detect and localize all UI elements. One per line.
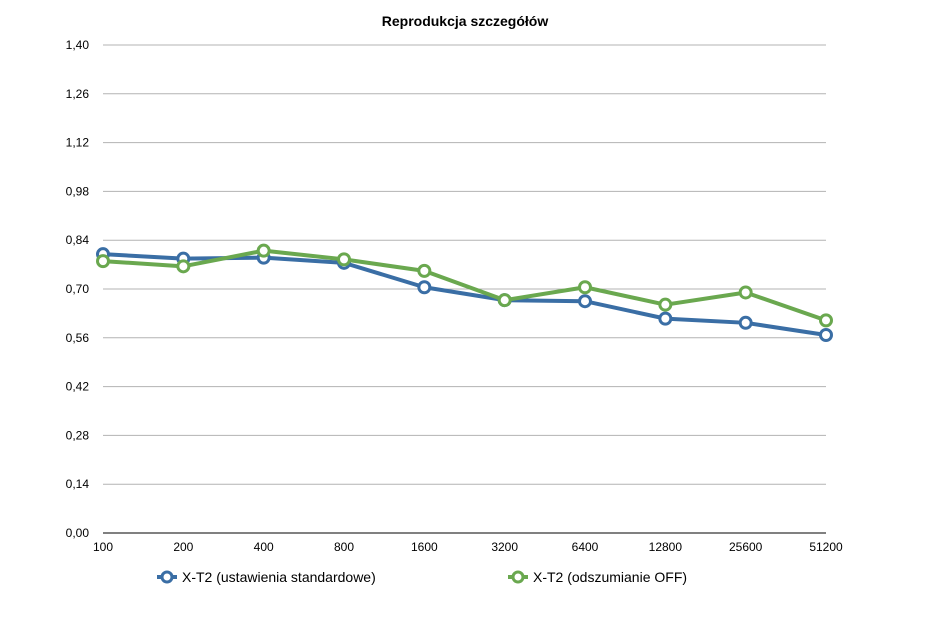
- data-point: [176, 259, 191, 274]
- legend-item: X-T2 (ustawienia standardowe): [157, 569, 376, 585]
- data-point: [497, 293, 512, 308]
- x-tick-label: 51200: [809, 540, 843, 554]
- x-tick-label: 3200: [491, 540, 518, 554]
- x-tick-label: 200: [173, 540, 193, 554]
- data-point: [256, 243, 271, 258]
- data-point: [417, 263, 432, 278]
- y-tick-label: 0,28: [66, 428, 90, 442]
- data-point: [658, 297, 673, 312]
- series-layer: [96, 243, 833, 343]
- legend-swatch-marker: [511, 570, 525, 584]
- y-tick-label: 0,14: [66, 477, 90, 491]
- legend-item: X-T2 (odszumianie OFF): [508, 569, 687, 585]
- data-point: [578, 280, 592, 295]
- data-point: [819, 328, 833, 343]
- series-2: [96, 243, 833, 328]
- grid-layer: [103, 44, 826, 534]
- y-tick-label: 0,98: [66, 184, 90, 198]
- y-axis-ticks: 0,00 0,14 0,28 0,42 0,56 0,70 0,84 0,98 1,12 1,26…: [66, 38, 90, 540]
- y-tick-label: 1,12: [66, 136, 90, 150]
- x-tick-label: 800: [334, 540, 354, 554]
- data-point: [578, 294, 592, 309]
- legend: X-T2 (ustawienia standardowe) X-T2 (odszu…: [157, 569, 687, 585]
- data-point: [417, 280, 432, 295]
- series-line: [102, 252, 827, 337]
- x-tick-label: 1600: [411, 540, 438, 554]
- x-tick-label: 12800: [649, 540, 683, 554]
- y-tick-label: 1,40: [66, 38, 90, 52]
- x-tick-label: 6400: [572, 540, 599, 554]
- y-tick-label: 0,56: [66, 331, 90, 345]
- x-tick-label: 100: [93, 540, 113, 554]
- data-point: [738, 315, 753, 330]
- y-tick-label: 0,00: [66, 526, 90, 540]
- data-point: [658, 311, 673, 326]
- legend-label: X-T2 (odszumianie OFF): [533, 569, 687, 585]
- legend-label: X-T2 (ustawienia standardowe): [182, 569, 376, 585]
- chart-title: Reprodukcja szczegółów: [382, 13, 549, 29]
- data-point: [819, 313, 833, 328]
- x-axis-ticks: 100 200 400 800 1600 3200 6400 12800 25600 51200: [93, 540, 843, 554]
- y-tick-label: 1,26: [66, 87, 90, 101]
- series-line: [102, 248, 827, 323]
- y-tick-label: 0,70: [66, 282, 90, 296]
- x-tick-label: 400: [254, 540, 274, 554]
- data-point: [96, 254, 110, 269]
- y-tick-label: 0,42: [66, 380, 90, 394]
- x-tick-label: 25600: [729, 540, 763, 554]
- legend-swatch-marker: [160, 570, 174, 584]
- data-point: [337, 252, 351, 267]
- y-tick-label: 0,84: [66, 233, 90, 247]
- data-point: [738, 285, 753, 300]
